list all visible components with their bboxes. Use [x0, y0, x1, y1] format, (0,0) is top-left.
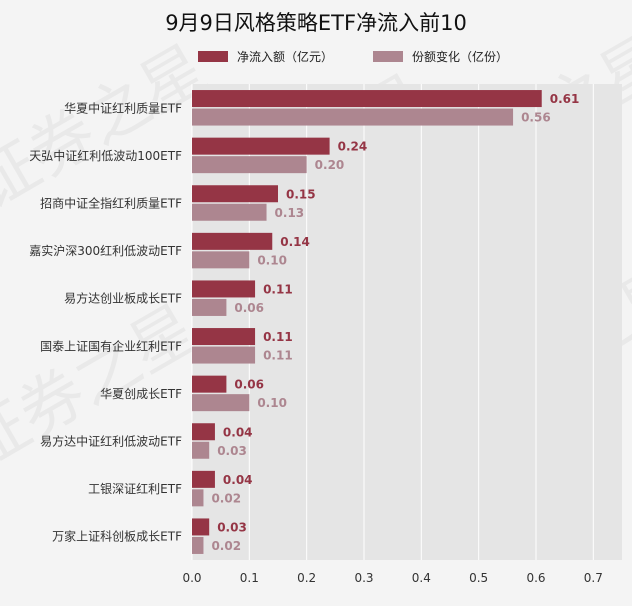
x-tick-label: 0.6	[526, 571, 545, 585]
bar	[192, 137, 330, 155]
legend: 净流入额（亿元） 份额变化（亿份）	[198, 49, 508, 64]
x-axis-ticks: 0.0 0.1 0.2 0.3 0.4 0.5 0.6 0.7	[182, 571, 602, 585]
chart-title: 9月9日风格策略ETF净流入前10	[165, 11, 467, 35]
data-label: 0.02	[211, 491, 241, 505]
bar	[192, 536, 204, 554]
legend-label: 净流入额（亿元）	[237, 49, 333, 64]
bar	[192, 298, 227, 316]
data-label: 0.03	[217, 444, 247, 458]
bar	[192, 328, 256, 346]
category-label: 易方达创业板成长ETF	[64, 291, 182, 306]
data-label: 0.11	[263, 330, 293, 344]
category-label: 易方达中证红利低波动ETF	[40, 434, 182, 449]
bars	[192, 90, 542, 554]
bar	[192, 518, 210, 536]
data-label: 0.02	[211, 539, 241, 553]
category-label: 嘉实沪深300红利低波动ETF	[29, 243, 182, 258]
x-tick-label: 0.3	[354, 571, 373, 585]
data-label: 0.06	[234, 301, 264, 315]
data-label: 0.06	[234, 378, 264, 392]
bar	[192, 203, 267, 221]
data-label: 0.10	[257, 253, 287, 267]
category-label: 万家上证科创板成长ETF	[52, 529, 182, 544]
x-tick-label: 0.2	[297, 571, 316, 585]
data-label: 0.24	[338, 140, 368, 154]
x-tick-label: 0.1	[240, 571, 259, 585]
x-tick-label: 0.0	[182, 571, 201, 585]
bar	[192, 156, 307, 174]
bar	[192, 232, 273, 250]
data-label: 0.10	[257, 396, 287, 410]
bar	[192, 346, 256, 364]
x-tick-label: 0.5	[469, 571, 488, 585]
bar	[192, 185, 278, 203]
legend-swatch	[373, 51, 403, 62]
data-label: 0.20	[315, 158, 345, 172]
x-tick-label: 0.4	[412, 571, 431, 585]
data-label: 0.11	[263, 282, 293, 296]
bar	[192, 280, 256, 298]
data-label: 0.15	[286, 187, 316, 201]
data-label: 0.56	[521, 111, 551, 125]
plot-area	[192, 84, 622, 560]
data-label: 0.04	[223, 425, 253, 439]
bar	[192, 108, 514, 126]
category-label: 华夏中证红利质量ETF	[64, 100, 182, 115]
category-label: 国泰上证国有企业红利ETF	[40, 338, 182, 353]
data-label: 0.04	[223, 473, 253, 487]
category-label: 招商中证全指红利质量ETF	[40, 196, 182, 211]
bar	[192, 394, 250, 412]
bar	[192, 375, 227, 393]
y-axis-categories: 华夏中证红利质量ETF 天弘中证红利低波动100ETF 招商中证全指红利质量ETF 嘉…	[29, 100, 182, 543]
bar	[192, 441, 210, 459]
legend-label: 份额变化（亿份）	[412, 49, 508, 64]
bar	[192, 489, 204, 507]
data-label: 0.03	[217, 520, 247, 534]
bar	[192, 470, 215, 488]
data-label: 0.11	[263, 349, 293, 363]
data-labels: 0.61 0.56 0.24 0.20 0.15 0.13 0.14 0.10 0.11 0.06…	[211, 92, 579, 553]
bar	[192, 90, 542, 108]
category-label: 工银深证红利ETF	[88, 481, 182, 496]
category-label: 华夏创成长ETF	[100, 387, 182, 401]
x-tick-label: 0.7	[584, 571, 603, 585]
data-label: 0.61	[550, 92, 580, 106]
bar	[192, 251, 250, 269]
data-label: 0.13	[275, 206, 305, 220]
bar	[192, 423, 215, 441]
legend-swatch	[198, 51, 228, 62]
category-label: 天弘中证红利低波动100ETF	[29, 148, 182, 163]
data-label: 0.14	[280, 235, 310, 249]
